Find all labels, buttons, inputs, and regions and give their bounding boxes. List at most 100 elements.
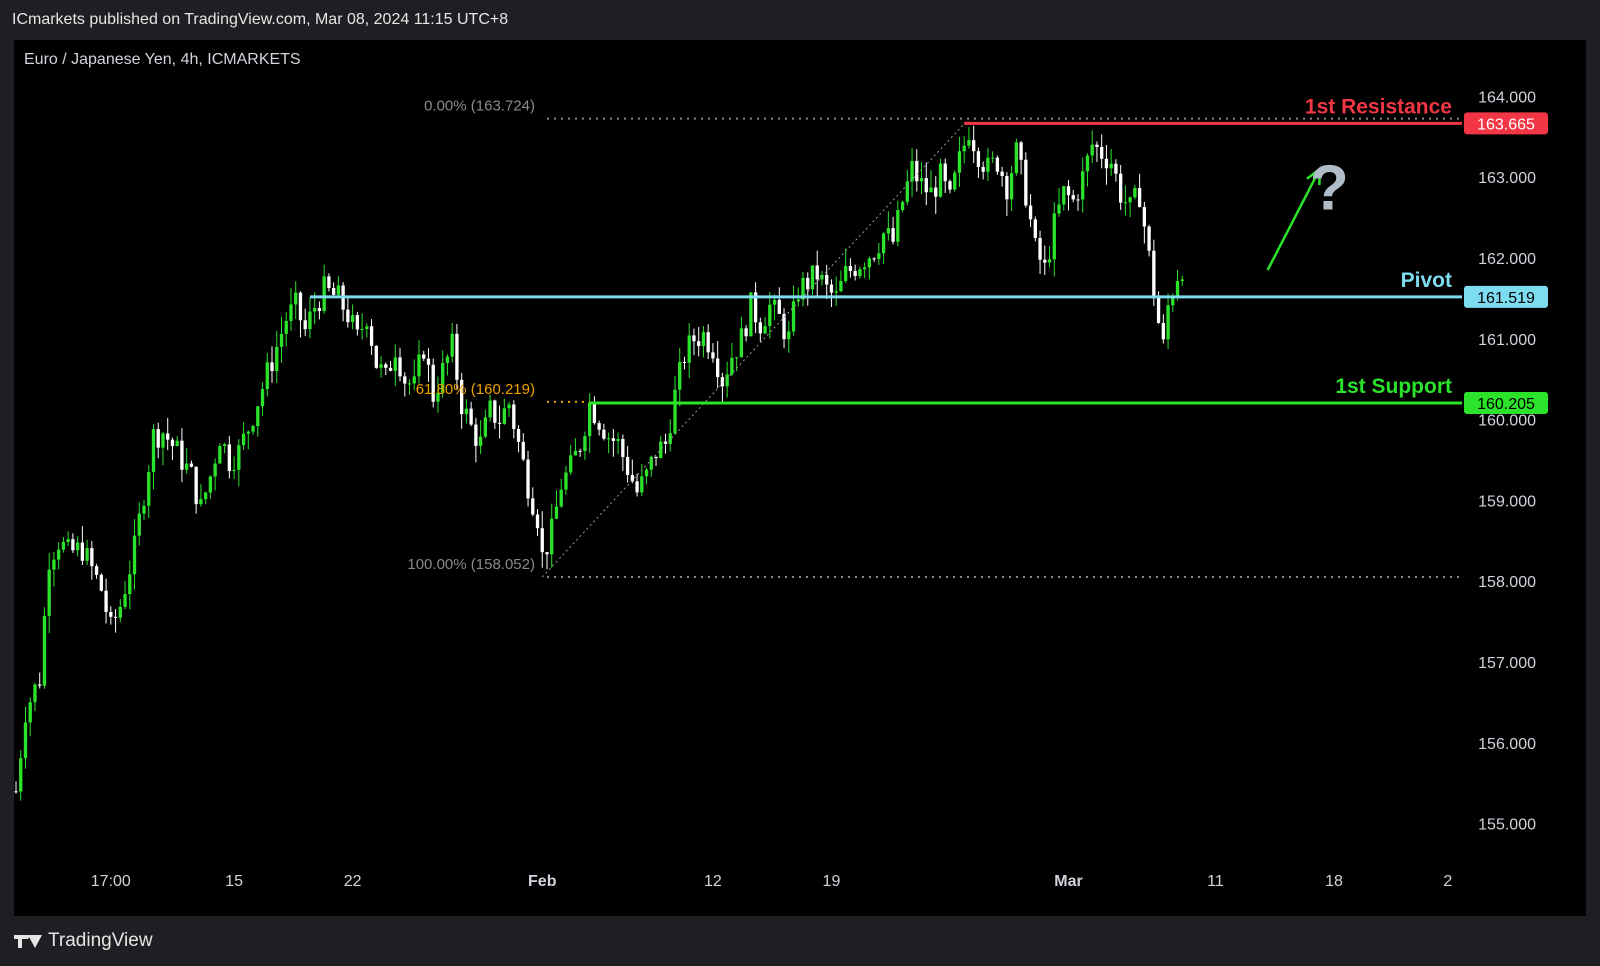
candle: [327, 276, 331, 288]
candle: [839, 280, 843, 292]
candle: [346, 309, 350, 323]
candle: [1009, 173, 1014, 200]
candle: [1109, 163, 1113, 169]
candle: [1028, 205, 1033, 220]
candle: [905, 181, 909, 202]
candle: [1014, 142, 1019, 174]
candle: [483, 417, 488, 437]
y-tick-label: 158.000: [1478, 574, 1536, 591]
candle: [1147, 226, 1151, 251]
candle: [749, 292, 753, 337]
fib-level-label: 100.00% (158.052): [407, 556, 535, 573]
candle: [360, 329, 364, 331]
candle: [654, 456, 658, 459]
candle: [151, 429, 156, 473]
candle: [322, 276, 326, 312]
candle: [877, 253, 881, 260]
candle: [137, 513, 141, 536]
candle: [972, 140, 976, 152]
candle: [948, 181, 952, 190]
candle: [166, 433, 170, 440]
candle: [910, 160, 914, 182]
candle: [734, 357, 739, 359]
candle: [260, 388, 265, 407]
candle: [431, 364, 435, 402]
candle: [924, 178, 928, 193]
candle: [14, 791, 18, 793]
candle: [398, 357, 402, 377]
y-tick-label: 161.000: [1478, 332, 1536, 349]
candle: [265, 362, 269, 389]
candle: [355, 315, 360, 330]
candle: [834, 291, 838, 293]
candle: [455, 333, 459, 380]
candle: [625, 456, 630, 475]
question-mark: ?: [1310, 151, 1349, 223]
y-tick-label: 155.000: [1478, 817, 1536, 834]
candle: [701, 332, 706, 347]
candle: [227, 444, 232, 472]
candle: [1180, 279, 1184, 282]
candle: [350, 315, 355, 323]
candle: [697, 341, 701, 347]
candle: [488, 400, 492, 418]
candle: [829, 284, 834, 293]
price-chart[interactable]: Euro / Japanese Yen, 4h, ICMARKETS 0.00% …: [14, 40, 1586, 916]
candle: [976, 151, 981, 167]
candle: [1100, 147, 1104, 159]
candle: [825, 274, 829, 285]
candle: [981, 166, 985, 172]
fib-level-label: 0.00% (163.724): [424, 98, 535, 115]
x-tick-label: 11: [1207, 873, 1224, 890]
candle: [132, 535, 137, 575]
candle: [630, 474, 634, 482]
candle: [422, 354, 426, 359]
candle: [1066, 186, 1071, 196]
candle: [478, 436, 483, 446]
x-tick-label: 12: [704, 873, 722, 890]
candle: [526, 459, 530, 499]
candle: [161, 433, 165, 448]
candle: [635, 481, 639, 493]
candle: [19, 758, 23, 792]
fib-level-label: 61.80% (160.219): [416, 381, 535, 398]
candle: [294, 292, 298, 305]
candle: [208, 476, 213, 493]
candle: [640, 476, 644, 493]
candle: [384, 364, 388, 368]
price-tag: [1464, 285, 1548, 308]
candle: [52, 559, 56, 570]
candle: [279, 333, 284, 347]
candle: [256, 406, 260, 427]
candle: [42, 615, 47, 686]
candle: [185, 463, 189, 470]
candle: [943, 163, 947, 182]
candle: [720, 377, 725, 387]
x-tick-label: 19: [823, 873, 841, 890]
candle: [180, 440, 184, 470]
candle: [711, 352, 715, 359]
candle: [66, 539, 70, 543]
candle: [298, 292, 303, 321]
candle: [1118, 173, 1123, 203]
candle: [853, 270, 857, 276]
candle: [583, 436, 587, 452]
candle: [1076, 199, 1080, 201]
candle: [23, 722, 28, 759]
candle: [763, 326, 767, 334]
candle: [995, 157, 1000, 172]
candle: [938, 163, 943, 197]
candle: [1128, 197, 1132, 203]
candle: [744, 328, 748, 337]
candle: [896, 210, 900, 242]
candle: [682, 361, 687, 363]
candle: [1019, 142, 1023, 160]
x-tick-label: Feb: [528, 873, 557, 890]
candle: [990, 157, 995, 159]
tradingview-logo[interactable]: TradingView: [14, 930, 153, 952]
candle: [441, 362, 445, 393]
candle: [573, 450, 578, 456]
candle: [241, 433, 246, 446]
candle: [668, 433, 672, 444]
candle: [113, 616, 118, 618]
